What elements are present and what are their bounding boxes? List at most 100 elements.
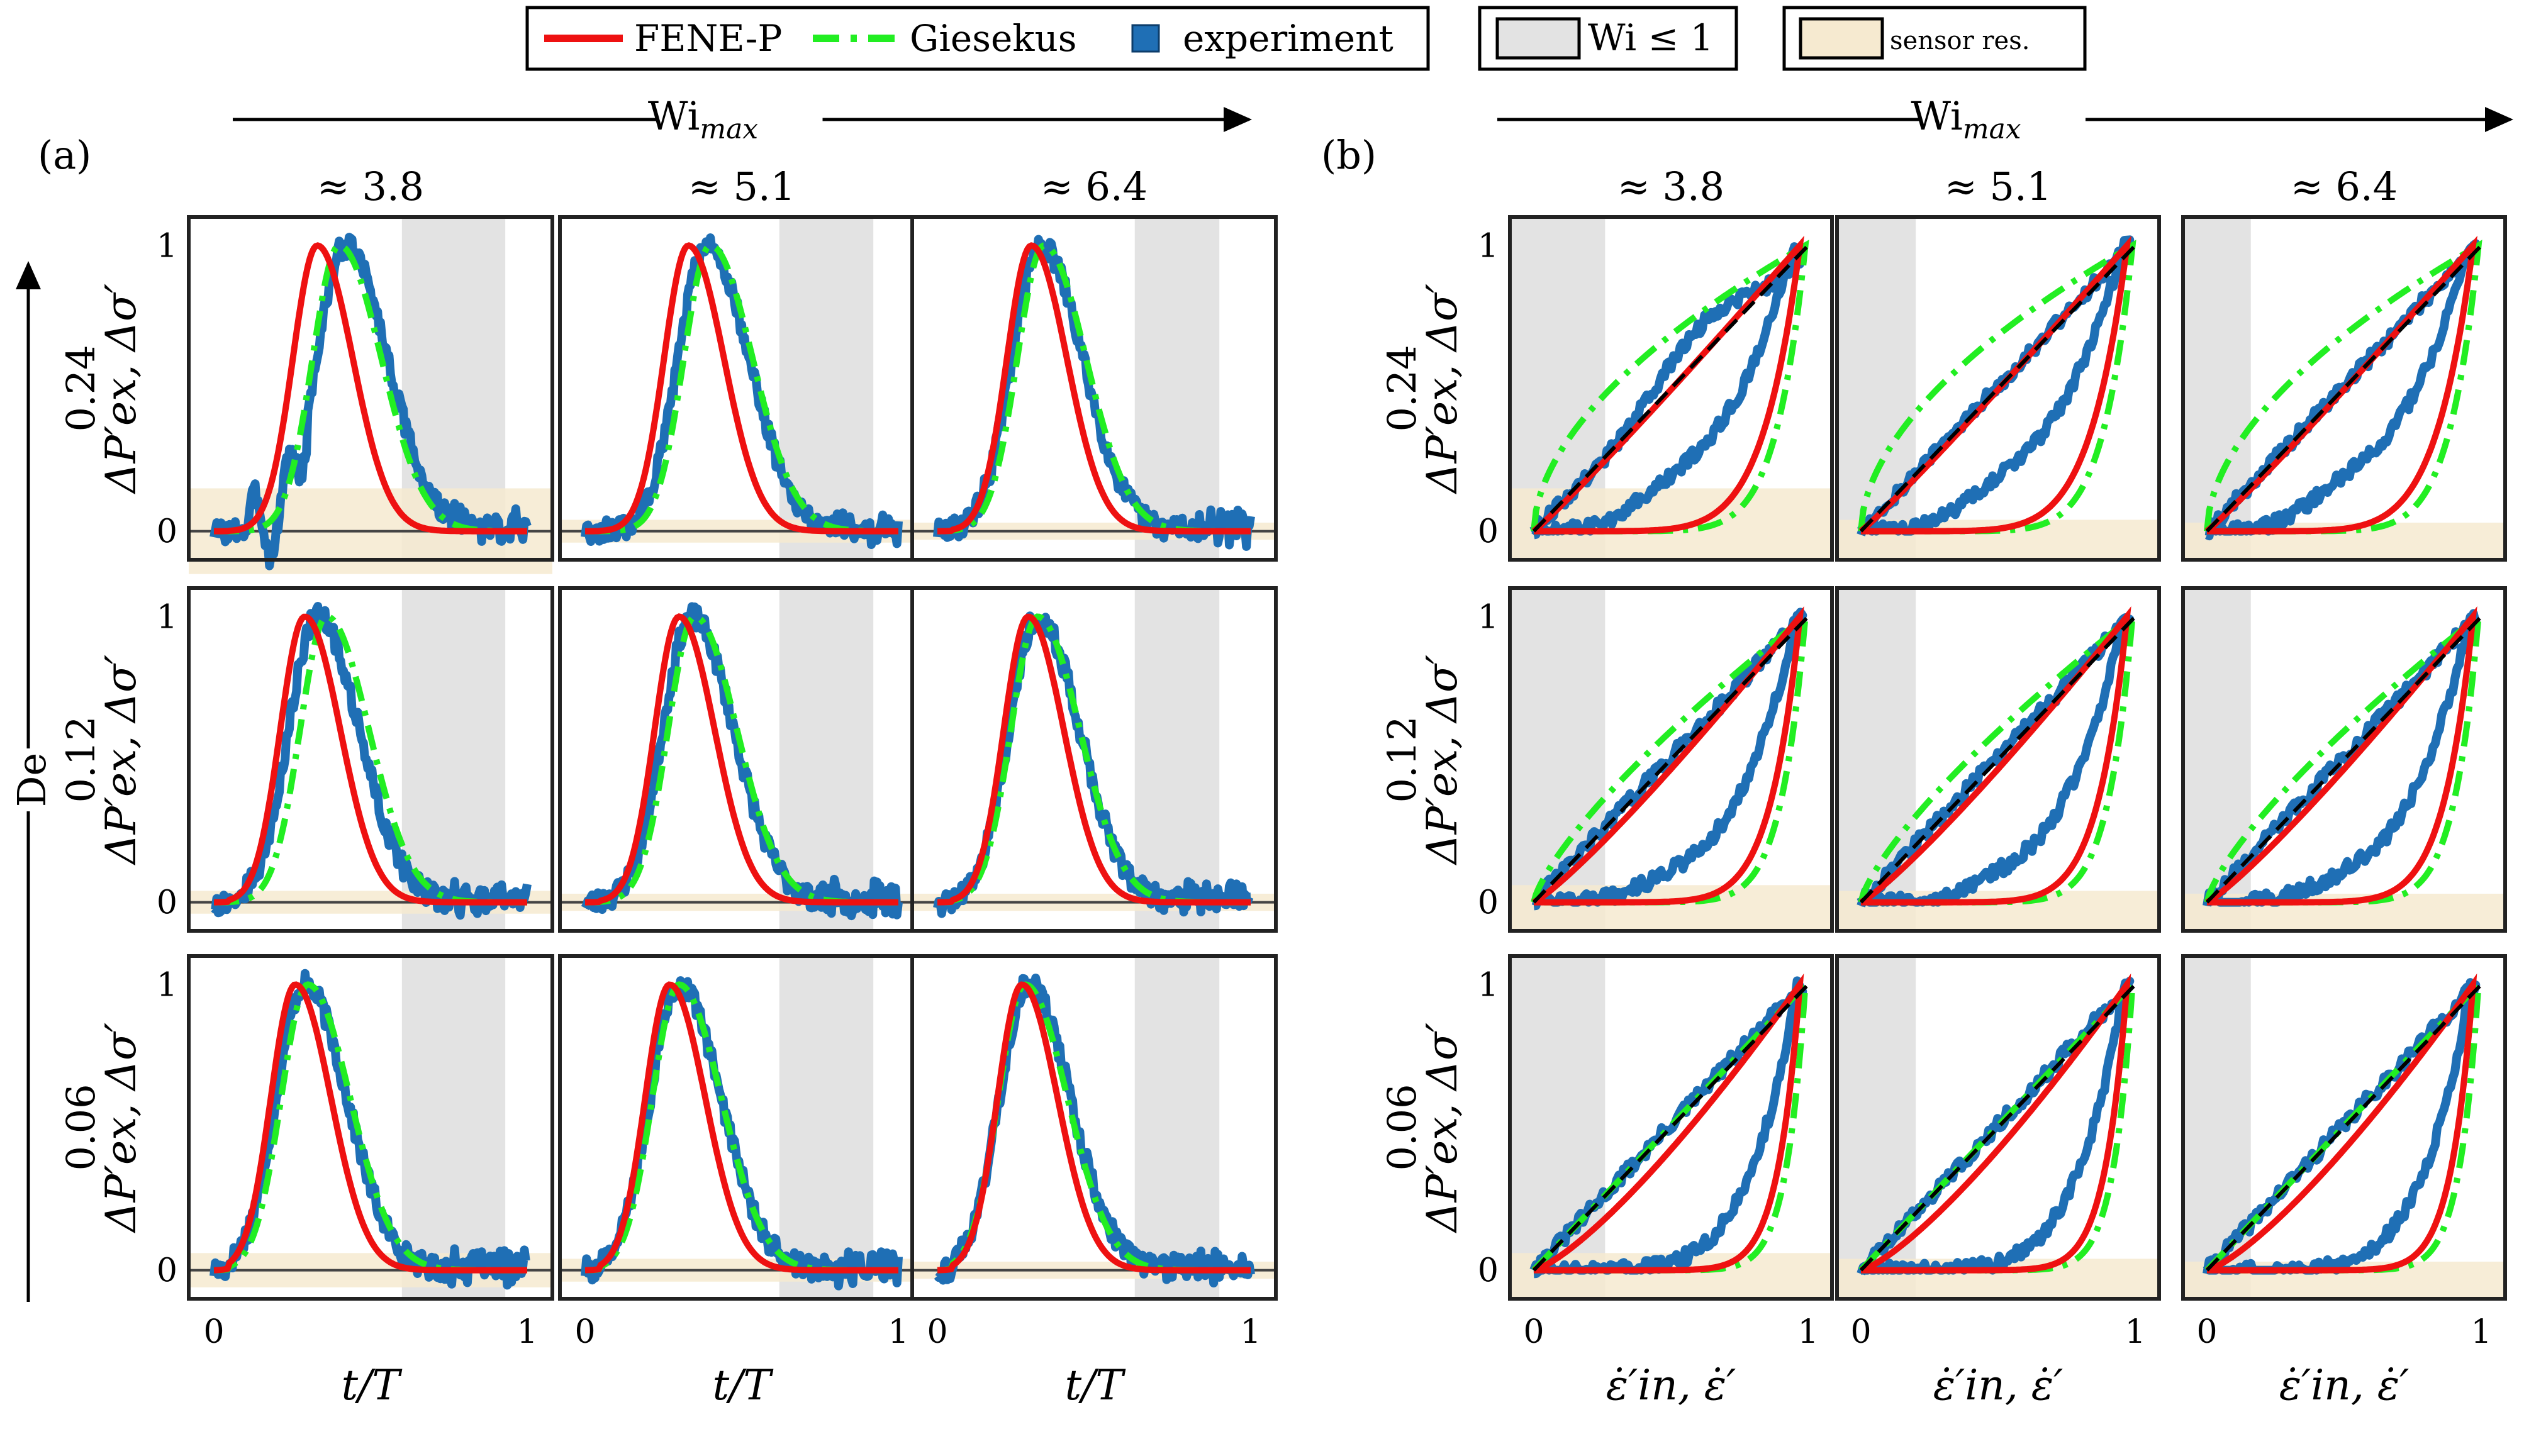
panel-a-r3-c2-fene-p [584, 981, 898, 1274]
panel-b-r2-c3-giesekus [2204, 609, 2482, 906]
panel-b-r2-c3-reference-line [2205, 615, 2483, 904]
legend-experiment-label: experiment [1183, 17, 1393, 60]
panel-b-r2-c2 [1835, 586, 2161, 933]
panel-a-r1-c1-frame [187, 215, 554, 562]
panel-b-r1-c1-frame [1508, 215, 1834, 562]
de-label: De [9, 753, 55, 807]
column-header-a-2: ≈ 5.1 [688, 164, 795, 209]
panel-a-r1-c1-ytick-0: 0 [157, 513, 177, 551]
row-label-a-2: 0.12 [58, 716, 104, 803]
panel-a-r1-c2 [558, 215, 925, 562]
wi-max-a-label: Wimax [648, 93, 758, 145]
panel-b-r1-c1-ytick-1: 1 [1478, 227, 1499, 265]
row-label-b-3: 0.06 [1379, 1084, 1425, 1170]
panel-a-label: (a) [38, 132, 91, 178]
row-label-a-1: 0.24 [58, 345, 104, 431]
panel-a-r1-c3-wi-region [1134, 217, 1220, 560]
panel-b-r1-c1-fene-p [1531, 235, 1805, 535]
panel-a-r3-c3: 0 1 t/T [910, 954, 1278, 1409]
panel-b-r2-c1-ytick-1: 1 [1478, 598, 1499, 636]
panel-b-r2-c1-frame [1508, 586, 1834, 933]
panel-a-r2-c1-ytick-1: 1 [157, 598, 177, 636]
panel-b-r3-c2-xtick-1: 1 [2125, 1313, 2145, 1351]
panel-a-r1-c3 [910, 215, 1278, 562]
column-header-b-3: ≈ 6.4 [2291, 164, 2398, 209]
panel-b-r2-c2-giesekus [1858, 609, 2136, 906]
panel-b-r3-c2-xtick-0: 0 [1850, 1313, 1871, 1351]
panel-b-r1-c1-giesekus [1531, 240, 1809, 535]
panel-a-r3-c3-fene-p [937, 981, 1251, 1274]
panel-b-r3-c1-xtick-1: 1 [1797, 1313, 1818, 1351]
panel-b-r1-c3-frame [2181, 215, 2507, 562]
ylabel-a-3: ΔP′ex, Δσ′ [97, 1023, 145, 1234]
panel-b-r3-c1-frame [1508, 954, 1834, 1301]
panel-b-r2-c2-frame [1835, 586, 2161, 933]
panel-b-r3-c3-xlabel: ε̇′in, ε̇′ [2279, 1361, 2409, 1409]
panel-b-r1-c3 [2181, 215, 2507, 562]
panel-b-r2-c2-reference-line [1859, 615, 2137, 904]
row-label-b-1: 0.24 [1379, 345, 1425, 431]
panel-b-r3-c2-xlabel: ε̇′in, ε̇′ [1933, 1361, 2063, 1409]
column-header-a-1: ≈ 3.8 [317, 164, 424, 209]
panel-b-r2-c1: 10 [1478, 586, 1834, 933]
legend-box-models [525, 6, 1430, 71]
de-label-bg [9, 748, 47, 811]
panel-b-r1-c2-fene-p [1858, 235, 2132, 535]
panel-a-r1-c1-ytick-1: 1 [157, 227, 177, 265]
panel-a-r1-c3-frame [910, 215, 1278, 562]
ylabel-b-1: ΔP′ex, Δσ′ [1418, 284, 1466, 495]
panel-b-r3-c3: 0 1 ε̇′in, ε̇′ [2181, 954, 2507, 1409]
panel-b-r3-c3-fene-p [2206, 973, 2477, 1274]
panel-b-r3-c2: 0 1 ε̇′in, ε̇′ [1835, 954, 2161, 1409]
panel-a-r3-c1-xtick-0: 0 [203, 1313, 224, 1351]
panel-b-r1-c2 [1835, 215, 2161, 562]
wi-max-a-label-bg [659, 88, 823, 132]
panel-b-r1-c2-wi-region [1837, 217, 1916, 560]
panel-b-r1-c3-fene-p [2204, 235, 2478, 535]
row-label-a-3: 0.06 [58, 1084, 104, 1170]
column-header-a-3: ≈ 6.4 [1041, 164, 1148, 209]
panel-a-r3-c1-frame [187, 954, 554, 1301]
panel-a-r2-c1-frame [187, 586, 554, 933]
panel-b-r3-c1-ytick-1: 1 [1478, 966, 1499, 1004]
panel-b-r3-c2-frame [1835, 954, 2161, 1301]
legend-fene-p-label: FENE-P [634, 17, 782, 60]
panel-a-r3-c2-xlabel: t/T [713, 1361, 774, 1409]
panel-b-r1-c3-wi-region [2183, 217, 2251, 560]
panel-b-label: (b) [1321, 132, 1377, 178]
wi-max-b-label: Wimax [1911, 93, 2021, 145]
panel-a-r2-c1-experiment [211, 602, 532, 920]
panel-a-r2-c1: 10 [157, 586, 554, 933]
ylabel-b-2: ΔP′ex, Δσ′ [1418, 655, 1466, 866]
panel-a-r1-c1-fene-p [214, 242, 527, 535]
panel-b-r2-c1-sensor-band [1510, 885, 1832, 931]
panel-a-r3-c2-xtick-0: 0 [574, 1313, 595, 1351]
panel-a-r3-c1-xlabel: t/T [342, 1361, 403, 1409]
panel-b-r3-c1-reference-line [1532, 983, 1810, 1272]
column-header-b-1: ≈ 3.8 [1617, 164, 1724, 209]
panel-a-r3-c1: 1 00 1 t/T [157, 954, 554, 1409]
panel-b-r1-c2-reference-line [1859, 244, 2137, 533]
panel-b-r3-c2-reference-line [1859, 983, 2137, 1272]
panel-b-r2-c1-reference-line [1532, 615, 1810, 904]
panel-a-r3-c1-experiment [209, 969, 530, 1290]
panel-a-r2-c1-fene-p [214, 613, 527, 906]
panel-a-r3-c3-xtick-1: 1 [1240, 1313, 1261, 1351]
panel-a-r2-c3-wi-region [1134, 588, 1220, 931]
panel-b-r2-c1-giesekus [1531, 609, 1809, 906]
panel-b-r2-c1-ytick-0: 0 [1478, 884, 1499, 922]
legend-giesekus-label: Giesekus [910, 17, 1077, 60]
panel-b-r3-c1: 1 00 1 ε̇′in, ε̇′ [1478, 954, 1834, 1409]
panel-a-r2-c2-wi-region [779, 588, 874, 931]
ylabel-a-1: ΔP′ex, Δσ′ [97, 284, 145, 495]
panel-b-r1-c2-frame [1835, 215, 2161, 562]
panel-b-r3-c1-xlabel: ε̇′in, ε̇′ [1606, 1361, 1736, 1409]
panel-b-r1-c3-giesekus [2204, 240, 2482, 535]
panel-a-r3-c3-xtick-0: 0 [927, 1313, 947, 1351]
panel-b-r2-c2-fene-p [1859, 606, 2131, 906]
panel-b-r3-c2-fene-p [1860, 973, 2131, 1274]
panel-a-r3-c1-ytick-0: 0 [157, 1252, 177, 1290]
panel-a-r2-c2-fene-p [585, 613, 898, 906]
panel-a-r3-c1-xtick-1: 1 [517, 1313, 537, 1351]
